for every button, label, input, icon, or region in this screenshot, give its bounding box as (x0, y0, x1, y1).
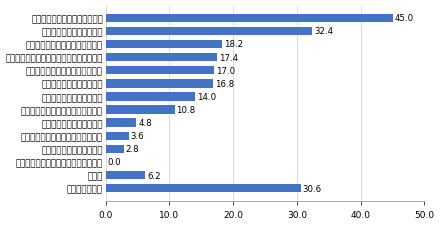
Text: 3.6: 3.6 (131, 132, 144, 141)
Text: 2.8: 2.8 (125, 145, 139, 154)
Bar (106, 14, 392, 23)
Bar (106, 80, 213, 88)
Bar (106, 119, 136, 127)
Bar (106, 145, 124, 153)
Text: 32.4: 32.4 (314, 27, 333, 36)
Text: 45.0: 45.0 (394, 14, 414, 23)
Bar (106, 171, 145, 180)
Text: 18.2: 18.2 (224, 40, 243, 49)
Text: 17.4: 17.4 (219, 53, 238, 62)
Text: 0.0: 0.0 (108, 158, 121, 167)
Bar (106, 27, 312, 36)
Text: 16.8: 16.8 (215, 79, 234, 88)
Text: 17.0: 17.0 (216, 66, 235, 75)
Bar (106, 106, 175, 114)
Text: 10.8: 10.8 (176, 106, 195, 115)
Bar (106, 67, 214, 75)
Text: 30.6: 30.6 (303, 184, 322, 193)
Text: 6.2: 6.2 (147, 171, 161, 180)
Bar (106, 40, 222, 49)
Bar (106, 132, 128, 140)
Text: 14.0: 14.0 (197, 92, 216, 101)
Bar (106, 54, 216, 62)
Text: 4.8: 4.8 (138, 119, 152, 128)
Bar (106, 93, 195, 101)
Bar (106, 184, 301, 193)
